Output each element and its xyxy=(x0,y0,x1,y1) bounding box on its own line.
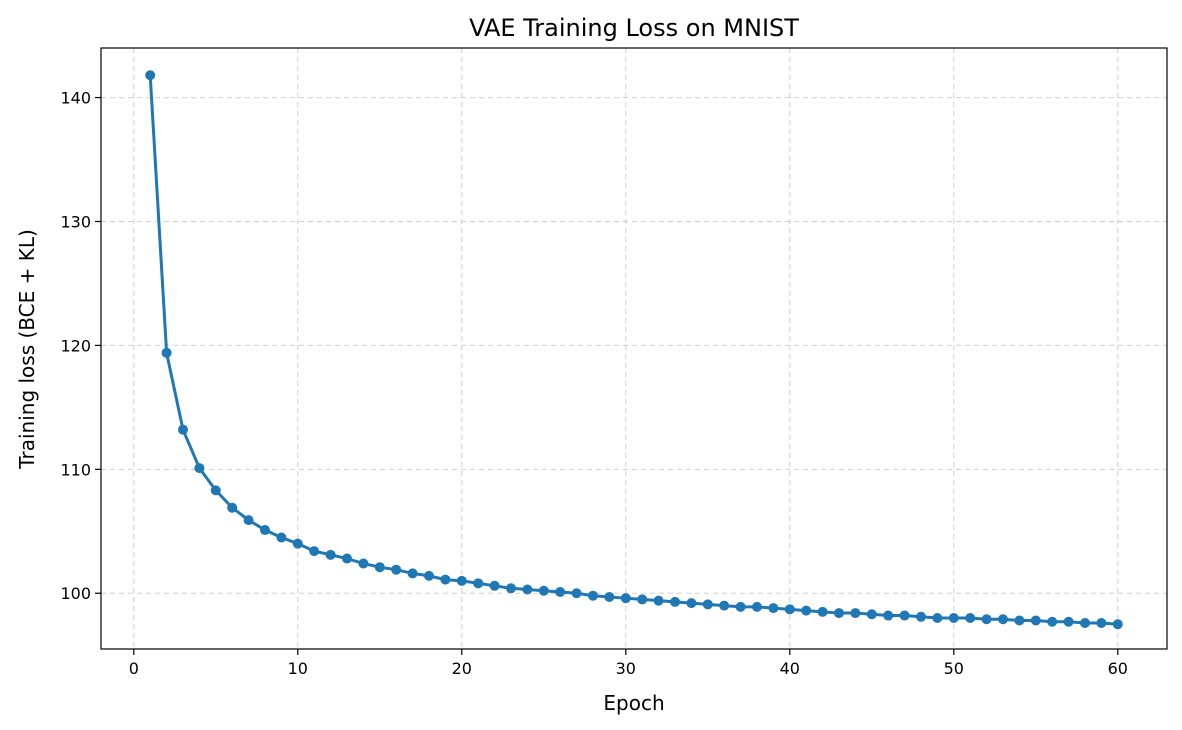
data-point xyxy=(670,596,680,607)
y-tick-label: 140 xyxy=(60,89,91,108)
data-point xyxy=(735,601,746,612)
data-point xyxy=(571,588,582,599)
data-point xyxy=(801,605,812,616)
data-point xyxy=(145,70,156,81)
data-point xyxy=(325,549,336,560)
data-point xyxy=(1030,615,1041,626)
data-point xyxy=(178,424,188,435)
data-point xyxy=(424,570,434,581)
data-point xyxy=(1063,616,1074,627)
x-tick-label: 10 xyxy=(288,659,308,678)
data-point xyxy=(768,603,779,614)
x-tick-label: 30 xyxy=(616,659,636,678)
data-point xyxy=(604,591,615,602)
data-point xyxy=(555,586,566,597)
data-point xyxy=(817,606,828,617)
y-tick-label: 120 xyxy=(60,336,91,355)
data-point xyxy=(981,614,992,625)
data-point xyxy=(932,613,943,624)
data-point xyxy=(1112,619,1123,630)
data-point xyxy=(899,610,910,621)
data-point xyxy=(686,598,697,609)
data-point xyxy=(1080,617,1090,628)
data-point xyxy=(588,590,598,601)
data-point xyxy=(309,546,320,557)
data-point xyxy=(653,595,664,606)
data-point xyxy=(1096,617,1107,628)
y-tick-label: 110 xyxy=(60,460,91,479)
data-point xyxy=(834,608,844,619)
x-tick-label: 60 xyxy=(1108,659,1128,678)
ticks: 0 10 20 30 40 50 60 100 110 120 130 140 xyxy=(60,89,1128,678)
x-tick-label: 50 xyxy=(944,659,964,678)
data-point xyxy=(883,610,894,621)
data-point xyxy=(702,599,713,610)
data-point xyxy=(243,515,254,526)
data-point xyxy=(276,532,287,543)
data-point xyxy=(637,594,648,605)
data-point xyxy=(473,578,484,589)
data-point xyxy=(998,614,1008,625)
data-point xyxy=(440,574,451,585)
data-point xyxy=(292,538,303,549)
data-point xyxy=(456,575,467,586)
data-point xyxy=(358,558,369,569)
data-point xyxy=(210,485,221,496)
data-point xyxy=(260,525,270,536)
data-point xyxy=(522,584,533,595)
chart-title: VAE Training Loss on MNIST xyxy=(469,14,799,42)
data-point xyxy=(407,568,418,579)
data-point xyxy=(866,609,877,620)
x-tick-label: 20 xyxy=(452,659,472,678)
data-point xyxy=(538,585,549,596)
data-point xyxy=(850,608,861,619)
grid xyxy=(101,48,1167,649)
data-point xyxy=(506,583,516,594)
data-point xyxy=(719,600,730,611)
data-point xyxy=(752,601,762,612)
data-point xyxy=(784,604,795,615)
y-axis-label: Training loss (BCE + KL) xyxy=(15,229,39,470)
x-tick-label: 0 xyxy=(129,659,139,678)
data-point xyxy=(391,564,402,575)
data-point xyxy=(1047,616,1058,627)
data-point xyxy=(1014,615,1025,626)
data-point xyxy=(620,593,631,604)
series-layer xyxy=(145,70,1123,630)
data-point xyxy=(965,613,976,624)
data-point xyxy=(948,613,959,624)
y-tick-label: 100 xyxy=(60,584,91,603)
data-point xyxy=(194,463,205,474)
data-point xyxy=(161,347,172,358)
data-point xyxy=(916,611,926,622)
data-point xyxy=(489,580,500,591)
data-point xyxy=(227,502,238,513)
x-tick-label: 40 xyxy=(780,659,800,678)
y-tick-label: 130 xyxy=(60,212,91,231)
data-point xyxy=(374,562,385,573)
x-axis-label: Epoch xyxy=(603,691,664,715)
plot-frame xyxy=(100,47,1168,650)
data-point xyxy=(342,553,352,564)
